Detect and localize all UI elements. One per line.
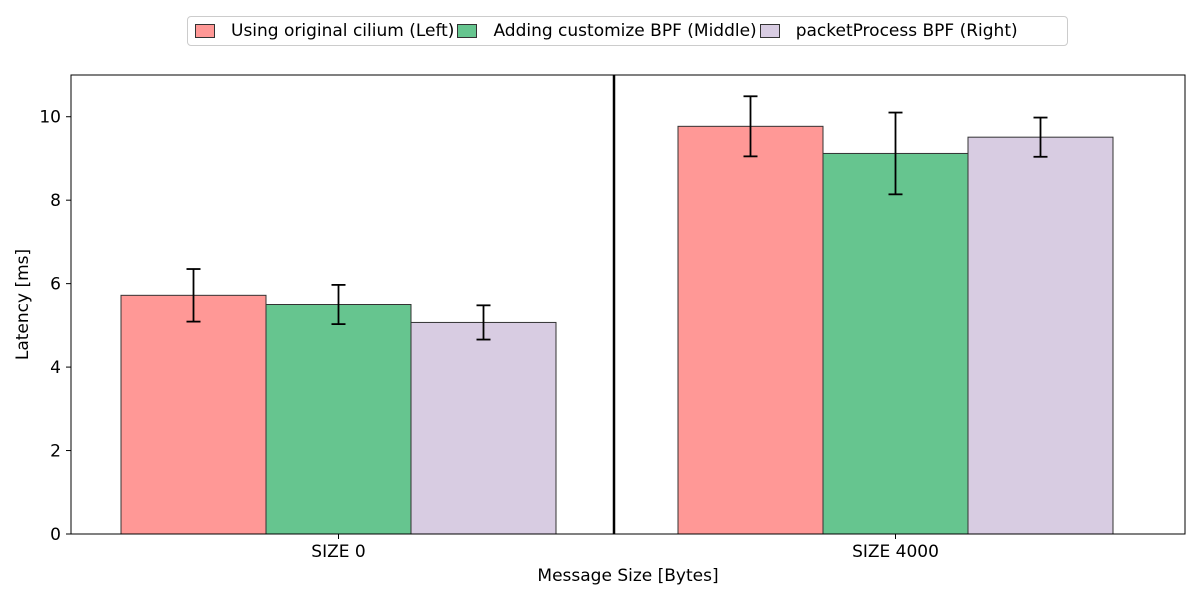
legend-item-original: Using original cilium (Left) [195, 21, 454, 41]
bar-2-2 [822, 152, 969, 535]
error-bar-1-2 [743, 95, 758, 158]
y-axis-label: Latency [ms] [13, 249, 33, 360]
bar-3-2 [967, 136, 1114, 535]
x-tick-label: SIZE 4000 [852, 542, 939, 562]
y-tick-label: 2 [50, 442, 61, 462]
legend-label: Adding customize BPF (Middle) [493, 21, 757, 41]
bar-1-1 [120, 294, 267, 535]
legend-item-packetprocess: packetProcess BPF (Right) [759, 21, 1018, 41]
legend-label: packetProcess BPF (Right) [795, 21, 1018, 41]
bar-3-1 [410, 321, 557, 535]
bar-1-2 [677, 125, 824, 535]
y-tick-label: 4 [50, 358, 61, 378]
error-bar-2-1 [331, 283, 346, 326]
legend-swatch [195, 24, 215, 38]
y-tick-label: 8 [50, 191, 61, 211]
legend-item-customize: Adding customize BPF (Middle) [457, 21, 757, 41]
x-tick-label: SIZE 0 [311, 542, 365, 562]
y-tick-label: 6 [50, 275, 61, 295]
y-tick-label: 10 [39, 108, 61, 128]
y-axis: 0 2 4 6 8 10 [39, 108, 71, 545]
legend-swatch [457, 24, 478, 38]
x-axis-label: Message Size [Bytes] [537, 566, 718, 586]
error-bar-3-1 [476, 304, 491, 341]
bar-2-1 [265, 304, 412, 535]
error-bar-3-2 [1033, 116, 1048, 158]
legend-label: Using original cilium (Left) [231, 21, 455, 41]
errorbars-group [186, 95, 1048, 341]
legend-swatch [759, 24, 780, 38]
y-tick-label: 0 [50, 525, 61, 545]
error-bar-2-2 [888, 111, 903, 196]
plot-frame [70, 74, 1186, 535]
error-bar-1-1 [186, 268, 201, 323]
legend: Using original cilium (Left) Adding cust… [187, 16, 1068, 46]
bars-group [120, 125, 1114, 535]
x-axis: SIZE 0 SIZE 4000 [311, 534, 939, 562]
